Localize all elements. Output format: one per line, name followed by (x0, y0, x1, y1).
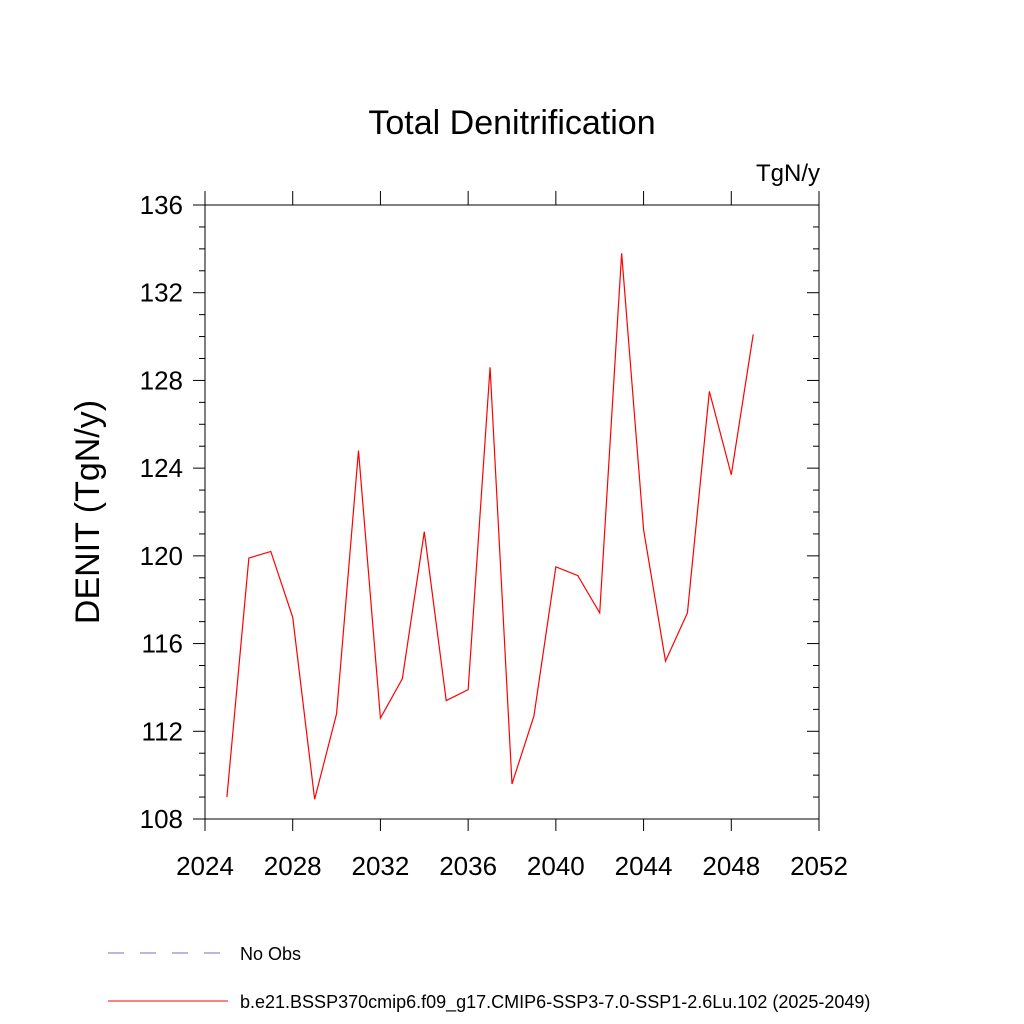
y-tick-label: 108 (140, 804, 183, 834)
x-tick-label: 2024 (176, 851, 234, 881)
units-label: TgN/y (756, 160, 820, 187)
series-line (226, 253, 754, 800)
legend-label: b.e21.BSSP370cmip6.f09_g17.CMIP6-SSP3-7.… (240, 992, 870, 1013)
x-tick-label: 2036 (439, 851, 497, 881)
x-tick-label: 2052 (790, 851, 848, 881)
y-tick-label: 136 (140, 190, 183, 220)
x-tick-label: 2048 (702, 851, 760, 881)
axis-ticks (193, 191, 820, 831)
y-tick-labels: 108 112 116 120 124 128 132 136 (140, 190, 183, 834)
y-tick-label: 128 (140, 365, 183, 395)
y-tick-label: 112 (142, 716, 183, 746)
series-lines (226, 253, 754, 800)
plot-frame (204, 204, 820, 820)
x-tick-label: 2044 (615, 851, 673, 881)
chart-title: Total Denitrification (368, 104, 655, 142)
legend: No Obs b.e21.BSSP370cmip6.f09_g17.CMIP6-S… (108, 944, 870, 1013)
y-tick-label: 132 (140, 278, 183, 308)
legend-label: No Obs (240, 944, 301, 964)
x-tick-labels: 2024 2028 2032 2036 2040 2044 2048 2052 (176, 851, 848, 881)
x-tick-label: 2028 (264, 851, 322, 881)
y-tick-label: 120 (140, 541, 183, 571)
x-tick-label: 2032 (352, 851, 410, 881)
y-axis-label: DENIT (TgN/y) (69, 400, 107, 624)
y-tick-label: 124 (140, 453, 183, 483)
x-tick-label: 2040 (527, 851, 585, 881)
y-tick-label: 116 (142, 629, 183, 659)
